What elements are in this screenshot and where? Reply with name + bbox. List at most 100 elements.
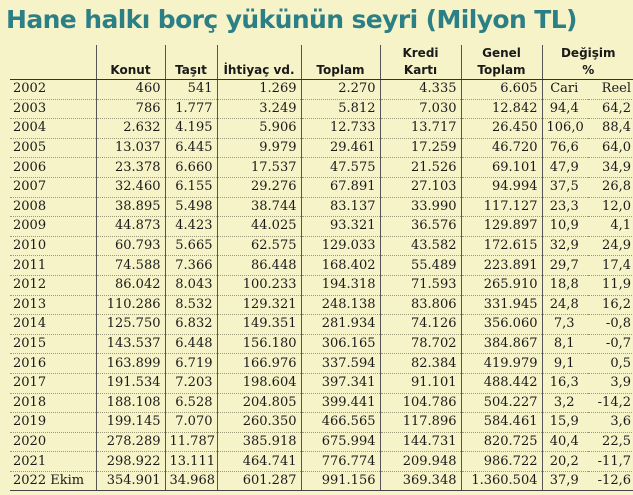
table-row: 2012 86.042 8.043 100.233 194.318 71.593 265.9… <box>10 275 633 296</box>
cell-degisim-reel: 0,5 <box>588 353 633 374</box>
header-toplam: Toplam <box>300 62 380 80</box>
cell-degisim-cari: 24,8 <box>541 295 588 316</box>
cell-tasit: 6.155 <box>164 177 217 198</box>
cell-genel-toplam: 488.442 <box>460 373 542 394</box>
cell-kredi-karti: 74.126 <box>379 314 461 335</box>
cell-degisim-reel: 26,8 <box>588 177 633 198</box>
cell-degisim-cari: 94,4 <box>541 99 588 120</box>
cell-toplam: 675.994 <box>300 432 380 453</box>
cell-kredi-karti: 144.731 <box>379 432 461 453</box>
cell-tasit: 6.719 <box>164 353 217 374</box>
cell-ihtiyac: 129.321 <box>216 295 301 316</box>
header-kredi-karti: Kartı <box>379 62 461 80</box>
cell-genel-toplam: 265.910 <box>460 275 542 296</box>
cell-year: 2022 Ekim <box>10 471 96 492</box>
cell-degisim-reel: 16,2 <box>588 295 633 316</box>
cell-konut: 86.042 <box>95 275 165 296</box>
cell-year: 2002 <box>10 79 96 100</box>
cell-kredi-karti: 4.335 <box>379 79 461 100</box>
table-row: 2015 143.537 6.448 156.180 306.165 78.702 384.… <box>10 334 633 355</box>
cell-kredi-karti: 209.948 <box>379 451 461 472</box>
cell-genel-toplam: 6.605 <box>460 79 542 100</box>
cell-year: 2017 <box>10 373 96 394</box>
cell-genel-toplam: 356.060 <box>460 314 542 335</box>
table-row: 2007 32.460 6.155 29.276 67.891 27.103 94.994 3… <box>10 177 633 198</box>
cell-toplam: 93.321 <box>300 216 380 237</box>
cell-toplam: 168.402 <box>300 255 380 276</box>
cell-toplam: 2.270 <box>300 79 380 100</box>
cell-degisim-cari: 40,4 <box>541 432 588 453</box>
cell-konut: 2.632 <box>95 118 165 139</box>
cell-toplam: 5.812 <box>300 99 380 120</box>
cell-konut: 278.289 <box>95 432 165 453</box>
table-row: 2003 786 1.777 3.249 5.812 7.030 12.842 94,4 64,… <box>10 99 633 120</box>
cell-kredi-karti: 43.582 <box>379 236 461 257</box>
cell-year: 2009 <box>10 216 96 237</box>
cell-genel-toplam: 46.720 <box>460 138 542 159</box>
cell-genel-toplam: 223.891 <box>460 255 542 276</box>
cell-tasit: 8.532 <box>164 295 217 316</box>
cell-tasit: 5.498 <box>164 197 217 218</box>
cell-ihtiyac: 86.448 <box>216 255 301 276</box>
cell-genel-toplam: 820.725 <box>460 432 542 453</box>
table-row: 2021 298.922 13.111 464.741 776.774 209.948 98… <box>10 451 633 472</box>
header-degisim-percent: % <box>541 62 633 80</box>
cell-year: 2010 <box>10 236 96 257</box>
cell-tasit: 34.968 <box>164 471 217 492</box>
cell-genel-toplam: 331.945 <box>460 295 542 316</box>
table-row: 2005 13.037 6.445 9.979 29.461 17.259 46.720 76… <box>10 138 633 159</box>
debt-table: Kredi Genel Değişim Konut Taşıt İhtiyaç … <box>10 45 633 492</box>
table-row: 2018 188.108 6.528 204.805 399.441 104.786 504… <box>10 393 633 414</box>
cell-ihtiyac: 198.604 <box>216 373 301 394</box>
cell-tasit: 4.423 <box>164 216 217 237</box>
cell-degisim-reel: 64,2 <box>588 99 633 120</box>
cell-degisim-cari: 15,9 <box>541 412 588 433</box>
cell-konut: 32.460 <box>95 177 165 198</box>
cell-konut: 460 <box>95 79 165 100</box>
cell-year: 2012 <box>10 275 96 296</box>
cell-toplam: 47.575 <box>300 157 380 178</box>
cell-ihtiyac: 464.741 <box>216 451 301 472</box>
cell-kredi-karti: 13.717 <box>379 118 461 139</box>
cell-degisim-reel: 88,4 <box>588 118 633 139</box>
cell-year: 2019 <box>10 412 96 433</box>
cell-konut: 110.286 <box>95 295 165 316</box>
cell-degisim-cari: 32,9 <box>541 236 588 257</box>
cell-year: 2021 <box>10 451 96 472</box>
cell-ihtiyac: 260.350 <box>216 412 301 433</box>
cell-genel-toplam: 26.450 <box>460 118 542 139</box>
cell-genel-toplam: 94.994 <box>460 177 542 198</box>
cell-degisim-reel: -0,7 <box>588 334 633 355</box>
cell-kredi-karti: 91.101 <box>379 373 461 394</box>
cell-konut: 298.922 <box>95 451 165 472</box>
table-row: 2006 23.378 6.660 17.537 47.575 21.526 69.101 4… <box>10 157 633 178</box>
cell-toplam: 83.137 <box>300 197 380 218</box>
table-row: 2008 38.895 5.498 38.744 83.137 33.990 117.127… <box>10 197 633 218</box>
header-top-ihtiyac <box>216 45 301 62</box>
cell-ihtiyac: 3.249 <box>216 99 301 120</box>
table-row: 2011 74.588 7.366 86.448 168.402 55.489 223.89… <box>10 255 633 276</box>
cell-degisim-reel: 4,1 <box>588 216 633 237</box>
cell-konut: 125.750 <box>95 314 165 335</box>
cell-tasit: 1.777 <box>164 99 217 120</box>
cell-kredi-karti: 17.259 <box>379 138 461 159</box>
cell-konut: 23.378 <box>95 157 165 178</box>
cell-tasit: 6.660 <box>164 157 217 178</box>
cell-tasit: 7.366 <box>164 255 217 276</box>
cell-year: 2016 <box>10 353 96 374</box>
cell-ihtiyac: 38.744 <box>216 197 301 218</box>
cell-ihtiyac: 62.575 <box>216 236 301 257</box>
header-top-degisim: Değişim <box>541 45 633 62</box>
cell-tasit: 4.195 <box>164 118 217 139</box>
cell-year: 2006 <box>10 157 96 178</box>
cell-degisim-reel: -14,2 <box>588 393 633 414</box>
table-row: 2014 125.750 6.832 149.351 281.934 74.126 356.… <box>10 314 633 335</box>
table-row: 2016 163.899 6.719 166.976 337.594 82.384 419.… <box>10 353 633 374</box>
page-title: Hane halkı borç yükünün seyri (Milyon TL… <box>6 5 577 34</box>
cell-tasit: 8.043 <box>164 275 217 296</box>
cell-degisim-reel: 3,6 <box>588 412 633 433</box>
cell-konut: 188.108 <box>95 393 165 414</box>
cell-year: 2004 <box>10 118 96 139</box>
header-tasit: Taşıt <box>164 62 217 80</box>
cell-toplam: 281.934 <box>300 314 380 335</box>
